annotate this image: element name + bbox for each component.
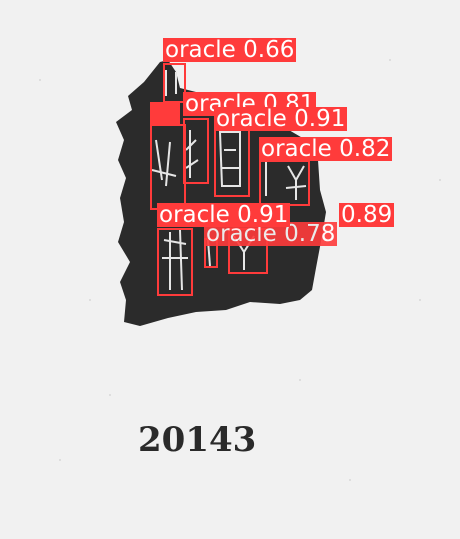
detection-box-6 <box>157 228 193 296</box>
detection-label-1: oracle 0.66 <box>163 37 297 63</box>
detection-label-5: oracle 0.91 <box>157 202 291 228</box>
catalog-number: 20143 <box>138 420 257 460</box>
detection-box-4 <box>259 160 310 206</box>
detection-label-6: 0.89 <box>339 202 395 228</box>
detection-box-3 <box>214 128 250 197</box>
detection-box-5 <box>150 124 186 210</box>
detection-label-2b <box>150 102 180 126</box>
glyph-strokes <box>151 70 307 291</box>
detection-box-2 <box>183 118 209 184</box>
paper-texture <box>39 59 441 481</box>
detection-label-4: oracle 0.82 <box>259 136 393 162</box>
detection-label-3: oracle 0.91 <box>214 106 348 132</box>
